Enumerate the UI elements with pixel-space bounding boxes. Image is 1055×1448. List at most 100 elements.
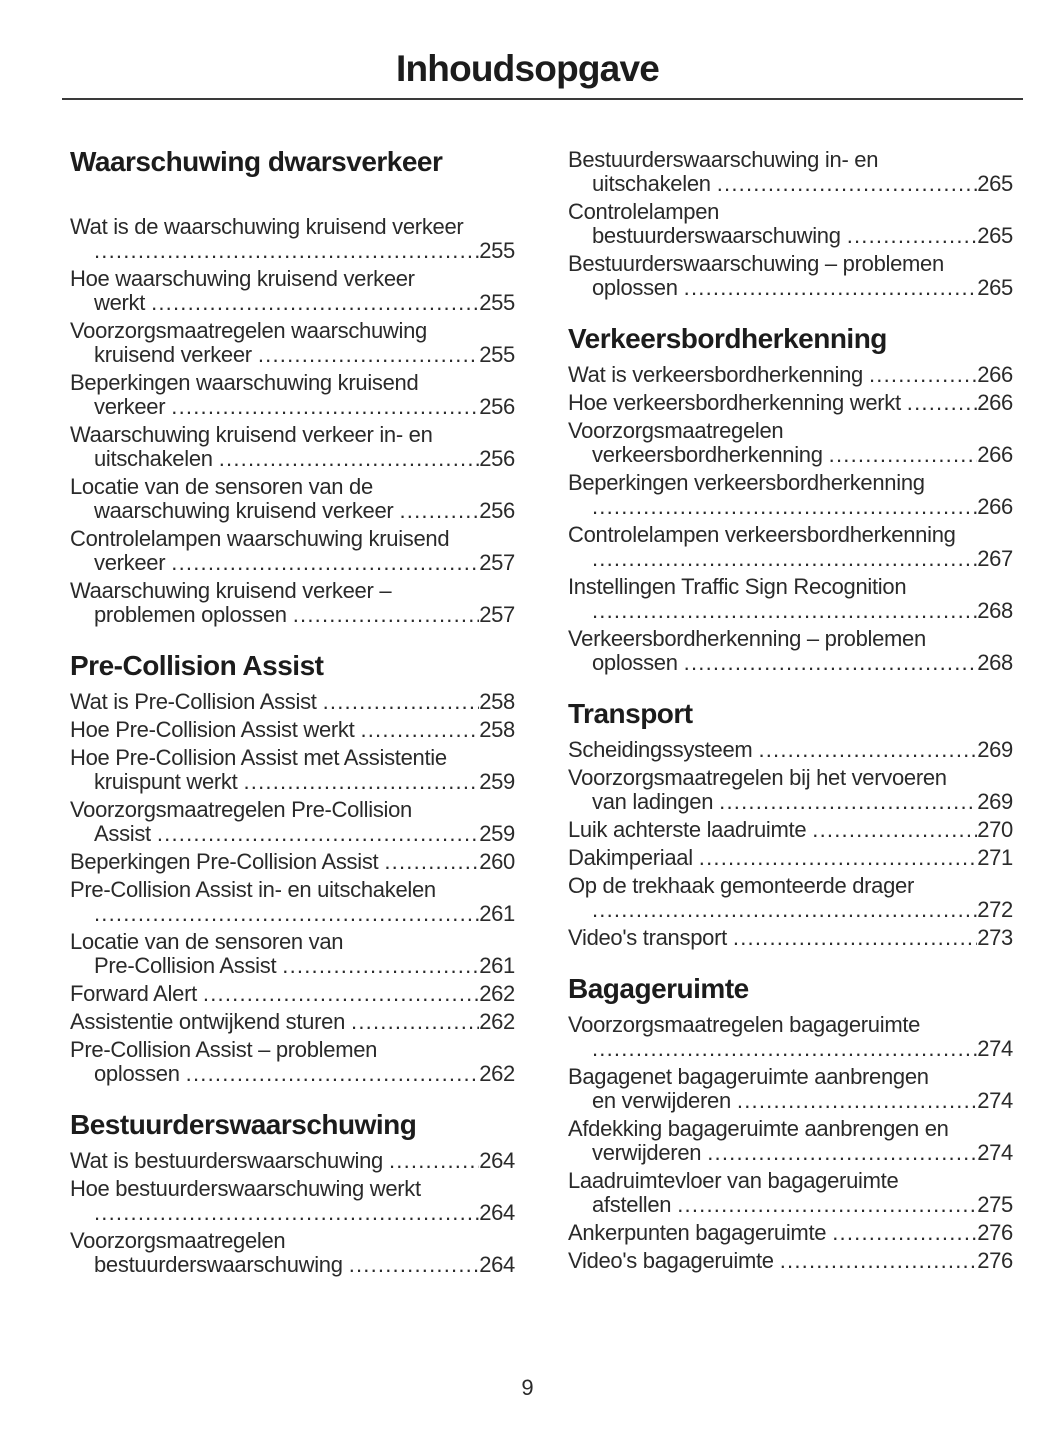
toc-entry: Hoe Pre-Collision Assist met Assistentie…: [70, 746, 515, 794]
toc-entry-text-line: Hoe Pre-Collision Assist met Assistentie: [70, 745, 447, 770]
toc-entry-text-line: Voorzorgsmaatregelen bij het vervoeren: [568, 765, 947, 790]
toc-entry-text-line: Bestuurderswaarschuwing in- en: [568, 147, 879, 172]
toc-entry-leader-line: Hoe verkeersbordherkenning werkt 266: [568, 391, 1013, 415]
toc-entry: Voorzorgsmaatregelen verkeersbordherkenni…: [568, 419, 1013, 467]
toc-entry-page-number: 276: [977, 1220, 1013, 1245]
toc-entry: Forward Alert 262: [70, 982, 515, 1006]
toc-entry-text: Ankerpunten bagageruimte: [568, 1220, 827, 1245]
toc-entry-leader-line: Video's bagageruimte 276: [568, 1249, 1013, 1273]
toc-entry-text: waarschuwing kruisend verkeer: [94, 498, 394, 523]
toc-entry-page-number: 255: [479, 238, 515, 263]
toc-entry-page-number: 265: [977, 223, 1013, 248]
toc-entry: Video's transport 273: [568, 926, 1013, 950]
toc-entry-leader-line: kruispunt werkt 259: [70, 770, 515, 794]
toc-entry-text-line: Verkeersbordherkenning – problemen: [568, 626, 926, 651]
dot-leader: [203, 982, 479, 1006]
toc-entry-text: verkeer: [94, 394, 166, 419]
dot-leader: [829, 443, 978, 467]
toc-entry: Wat is de waarschuwing kruisend verkeer 2…: [70, 215, 515, 263]
toc-entry-page-number: 264: [479, 1200, 515, 1225]
toc-entry-page-number: 261: [479, 953, 515, 978]
toc-entry: Wat is verkeersbordherkenning 266: [568, 363, 1013, 387]
toc-entry-leader-line: van ladingen 269: [568, 790, 1013, 814]
toc-entry-page-number: 257: [479, 550, 515, 575]
toc-entry-page-number: 266: [977, 390, 1013, 415]
toc-entry: Locatie van de sensoren van Pre-Collision…: [70, 930, 515, 978]
toc-entry-text: verwijderen: [592, 1140, 702, 1165]
toc-entry-text-line: Voorzorgsmaatregelen bagageruimte: [568, 1012, 921, 1037]
toc-entry-text: van ladingen: [592, 789, 714, 814]
toc-entry-text-line: Controlelampen verkeersbordherkenning: [568, 522, 956, 547]
toc-entry: Voorzorgsmaatregelen Pre-Collision Assist…: [70, 798, 515, 846]
dot-leader: [733, 926, 977, 950]
toc-entry-text: verkeersbordherkenning: [592, 442, 823, 467]
section-heading: Transport: [568, 698, 693, 729]
toc-entry: Hoe verkeersbordherkenning werkt 266: [568, 391, 1013, 415]
toc-entry-text: werkt: [94, 290, 146, 315]
toc-entry-text: Dakimperiaal: [568, 845, 693, 870]
toc-entry-page-number: 265: [977, 171, 1013, 196]
toc-entry-leader-line: werkt 255: [70, 291, 515, 315]
toc-entry-page-number: 264: [479, 1252, 515, 1277]
dot-leader: [677, 1193, 977, 1217]
toc-entry: Video's bagageruimte 276: [568, 1249, 1013, 1273]
toc-entry-text: bestuurderswaarschuwing: [592, 223, 841, 248]
dot-leader: [869, 363, 977, 387]
toc-entry-page-number: 275: [977, 1192, 1013, 1217]
dot-leader: [151, 291, 479, 315]
dot-leader: [592, 1037, 977, 1061]
toc-entry-page-number: 266: [977, 494, 1013, 519]
dot-leader: [219, 447, 479, 471]
toc-entry-page-number: 266: [977, 362, 1013, 387]
toc-entry: Hoe Pre-Collision Assist werkt 258: [70, 718, 515, 742]
toc-entry-text-line: Voorzorgsmaatregelen waarschuwing: [70, 318, 427, 343]
toc-entry-page-number: 272: [977, 897, 1013, 922]
toc-column-right: Bestuurderswaarschuwing in- en uitschakel…: [568, 148, 1013, 1281]
toc-entry-page-number: 258: [479, 717, 515, 742]
toc-entry: Wat is Pre-Collision Assist 258: [70, 690, 515, 714]
section-heading: Waarschuwing dwarsverkeer: [70, 146, 443, 177]
toc-entry-leader-line: 267: [568, 547, 1013, 571]
toc-entry-page-number: 267: [977, 546, 1013, 571]
dot-leader: [717, 172, 977, 196]
toc-entry-leader-line: Video's transport 273: [568, 926, 1013, 950]
toc-entry-leader-line: Scheidingssysteem 269: [568, 738, 1013, 762]
dot-leader: [737, 1089, 977, 1113]
toc-entry-page-number: 271: [977, 845, 1013, 870]
dot-leader: [384, 850, 479, 874]
toc-entry: Verkeersbordherkenning – problemen oploss…: [568, 627, 1013, 675]
dot-leader: [351, 1010, 479, 1034]
dot-leader: [171, 395, 479, 419]
dot-leader: [171, 551, 479, 575]
toc-entry-leader-line: verkeer 256: [70, 395, 515, 419]
toc-entry: Ankerpunten bagageruimte 276: [568, 1221, 1013, 1245]
toc-columns: Waarschuwing dwarsverkeer Wat is de waars…: [0, 148, 1055, 1281]
toc-entry-text: kruispunt werkt: [94, 769, 238, 794]
toc-entry-text-line: Locatie van de sensoren van de: [70, 474, 373, 499]
toc-entry-text: uitschakelen: [592, 171, 711, 196]
toc-entry-leader-line: 266: [568, 495, 1013, 519]
toc-entry: Pre-Collision Assist in- en uitschakelen…: [70, 878, 515, 926]
toc-entry-page-number: 257: [479, 602, 515, 627]
toc-entry-leader-line: 261: [70, 902, 515, 926]
toc-entry-leader-line: 268: [568, 599, 1013, 623]
toc-entry: Dakimperiaal 271: [568, 846, 1013, 870]
dot-leader: [399, 499, 479, 523]
toc-entry-leader-line: verkeer 257: [70, 551, 515, 575]
toc-entry-leader-line: verwijderen 274: [568, 1141, 1013, 1165]
toc-entry-page-number: 269: [977, 789, 1013, 814]
dot-leader: [293, 603, 479, 627]
toc-entry: Controlelampen waarschuwing kruisend verk…: [70, 527, 515, 575]
toc-entry-text: Assistentie ontwijkend sturen: [70, 1009, 346, 1034]
toc-entry-text: oplossen: [94, 1061, 180, 1086]
toc-entry-page-number: 260: [479, 849, 515, 874]
toc-entry-text: en verwijderen: [592, 1088, 731, 1113]
toc-entry-text-line: Bagagenet bagageruimte aanbrengen: [568, 1064, 929, 1089]
toc-entry-leader-line: Forward Alert 262: [70, 982, 515, 1006]
toc-entry-text: Video's bagageruimte: [568, 1248, 774, 1273]
toc-entry-leader-line: Ankerpunten bagageruimte 276: [568, 1221, 1013, 1245]
dot-leader: [157, 822, 479, 846]
dot-leader: [243, 770, 479, 794]
